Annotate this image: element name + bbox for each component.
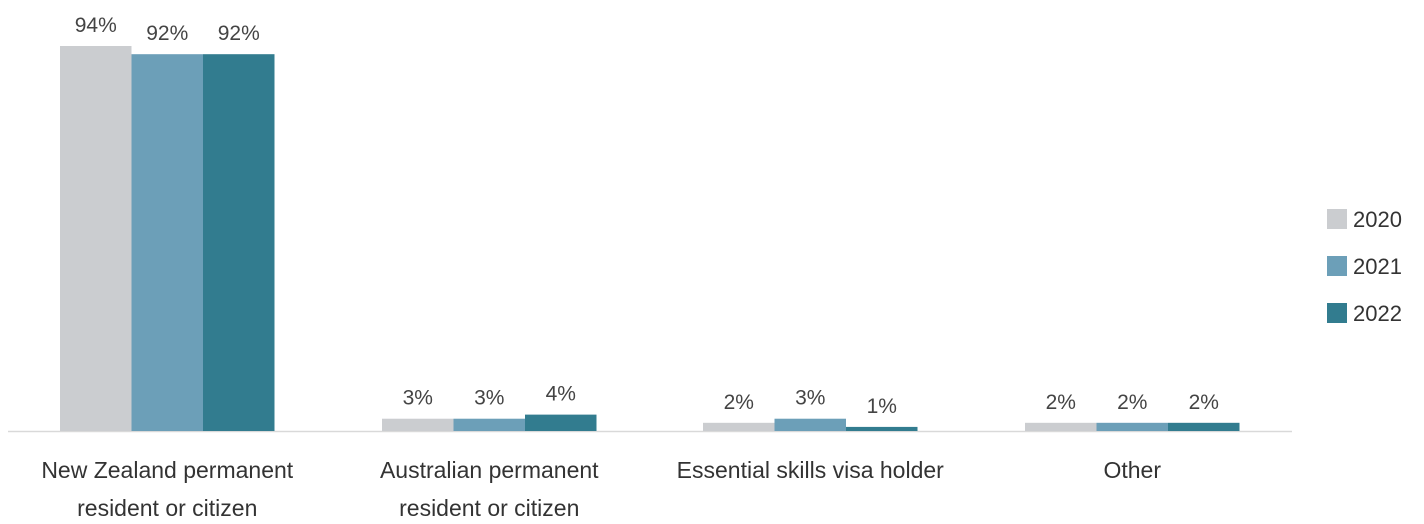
bar-2020-3 <box>1025 422 1097 431</box>
data-label-2021-1: 3% <box>474 387 504 410</box>
category-label-3-line-0: Other <box>1103 457 1161 483</box>
bar-2020-2 <box>703 422 775 431</box>
data-label-2020-2: 2% <box>724 391 754 414</box>
data-labels-group: 94% 92% 92% 3% 3% 4% 2% 3% 1% 2% 2% 2% <box>75 14 1219 418</box>
data-label-2020-3: 2% <box>1046 391 1076 414</box>
bars-group <box>60 46 1240 431</box>
legend-swatch-2021 <box>1327 256 1347 276</box>
data-label-2020-0: 94% <box>75 14 117 37</box>
data-label-2022-2: 1% <box>867 395 897 418</box>
category-label-1-line-0: Australian permanent <box>380 457 599 483</box>
legend-swatch-2020 <box>1327 209 1347 229</box>
category-label-0-line-0: New Zealand permanent <box>41 457 293 483</box>
data-label-2022-1: 4% <box>546 383 576 406</box>
bar-2021-2 <box>774 418 846 431</box>
category-label-1-line-1: resident or citizen <box>399 495 579 521</box>
bar-2021-0 <box>131 54 203 431</box>
legend-label-2021: 2021 <box>1353 254 1402 279</box>
data-label-2021-3: 2% <box>1117 391 1147 414</box>
data-label-2021-0: 92% <box>146 22 188 45</box>
legend-swatch-2022 <box>1327 303 1347 323</box>
bar-2022-3 <box>1168 422 1240 431</box>
bar-2021-1 <box>453 418 525 431</box>
legend: 2020 2021 2022 <box>1327 207 1402 326</box>
bar-2022-1 <box>525 414 597 431</box>
bar-2021-3 <box>1096 422 1168 431</box>
legend-label-2020: 2020 <box>1353 207 1402 232</box>
data-label-2022-0: 92% <box>218 22 260 45</box>
category-labels-group: New Zealand permanent resident or citizen… <box>41 457 1161 521</box>
bar-2022-2 <box>846 426 918 431</box>
legend-label-2022: 2022 <box>1353 301 1402 326</box>
bar-2022-0 <box>203 54 275 431</box>
data-label-2022-3: 2% <box>1189 391 1219 414</box>
data-label-2021-2: 3% <box>795 387 825 410</box>
category-label-2-line-0: Essential skills visa holder <box>677 457 945 483</box>
category-label-0-line-1: resident or citizen <box>77 495 257 521</box>
bar-2020-1 <box>382 418 454 431</box>
data-label-2020-1: 3% <box>403 387 433 410</box>
bar-2020-0 <box>60 46 132 431</box>
